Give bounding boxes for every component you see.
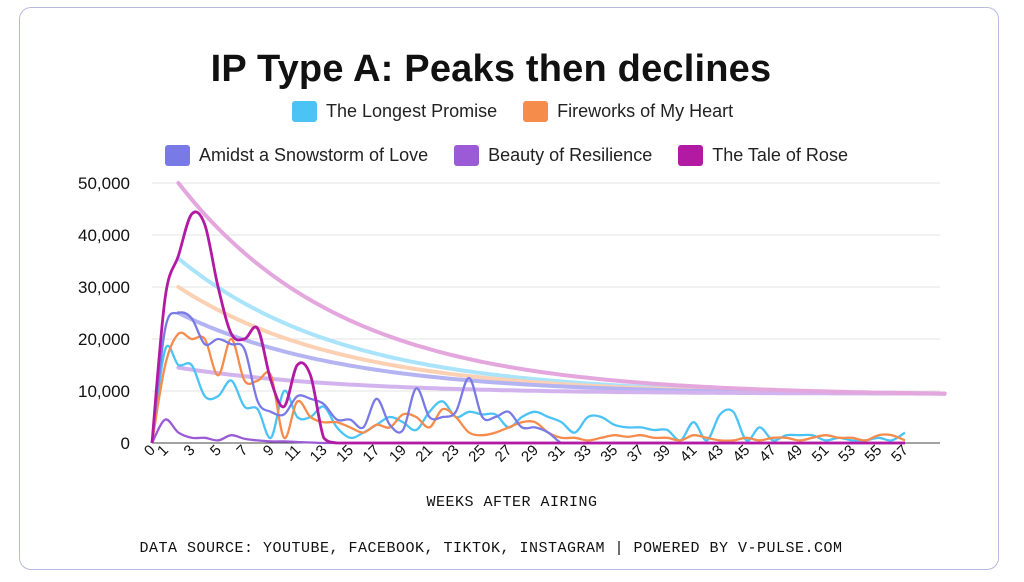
- y-tick-label: 0: [121, 434, 130, 453]
- legend-swatch-snowstorm: [165, 145, 190, 166]
- footer-source: DATA SOURCE: YOUTUBE, FACEBOOK, TIKTOK, …: [139, 540, 843, 557]
- x-tick-label: 27: [492, 442, 516, 466]
- legend-swatch-fireworks: [523, 101, 549, 122]
- legend-label-tale-of-rose: The Tale of Rose: [712, 145, 848, 165]
- x-tick-label: 49: [782, 442, 806, 466]
- y-tick-label: 20,000: [78, 330, 130, 349]
- x-tick-label: 57: [888, 442, 912, 466]
- legend-swatch-resilience: [454, 145, 480, 166]
- legend-label-snowstorm: Amidst a Snowstorm of Love: [199, 145, 429, 165]
- x-tick-label: 53: [835, 442, 859, 466]
- x-tick-label: 21: [412, 442, 436, 466]
- x-axis-title: WEEKS AFTER AIRING: [426, 494, 598, 511]
- series-line-4: [150, 210, 905, 445]
- x-tick-label: 25: [465, 442, 489, 466]
- legend-row-2: Amidst a Snowstorm of Love Beauty of Res…: [165, 145, 874, 166]
- trendline-4: [176, 181, 947, 396]
- legend-label-fireworks: Fireworks of My Heart: [557, 101, 734, 121]
- x-tick-label: 41: [677, 442, 701, 466]
- x-tick-label: 17: [360, 442, 384, 466]
- legend-item-fireworks[interactable]: Fireworks of My Heart: [523, 101, 733, 122]
- x-tick-label: 11: [281, 442, 304, 465]
- y-tick-label: 40,000: [78, 226, 130, 245]
- x-tick-label: 33: [571, 442, 595, 466]
- x-tick-label: 51: [809, 442, 833, 466]
- x-tick-label: 5: [207, 442, 225, 460]
- legend-swatch-longest-promise: [292, 101, 317, 122]
- y-tick-label: 30,000: [78, 278, 130, 297]
- legend-item-resilience[interactable]: Beauty of Resilience: [454, 145, 652, 166]
- x-tick-label: 23: [439, 442, 463, 466]
- x-tick-label: 15: [333, 442, 357, 466]
- y-tick-label: 10,000: [78, 382, 130, 401]
- x-tick-label: 19: [386, 442, 410, 466]
- x-tick-label: 31: [545, 442, 569, 466]
- x-tick-label: 45: [729, 442, 753, 466]
- y-tick-label: 50,000: [78, 174, 130, 193]
- x-tick-label: 39: [650, 442, 674, 466]
- x-tick-label: 3: [181, 442, 199, 460]
- legend-item-tale-of-rose[interactable]: The Tale of Rose: [678, 145, 848, 166]
- legend-item-longest-promise[interactable]: The Longest Promise: [292, 101, 497, 122]
- x-tick-label: 47: [756, 442, 780, 466]
- x-tick-label: 37: [624, 442, 648, 466]
- legend-label-resilience: Beauty of Resilience: [488, 145, 653, 165]
- legend-label-longest-promise: The Longest Promise: [326, 101, 498, 121]
- series-line-0: [150, 344, 906, 444]
- x-tick-label: 9: [260, 442, 278, 460]
- x-tick-label: 7: [233, 442, 251, 460]
- x-tick-label: 29: [518, 442, 542, 466]
- x-tick-label: 1: [154, 442, 172, 460]
- legend-swatch-tale-of-rose: [678, 145, 704, 166]
- chart-title: IP Type A: Peaks then declines: [210, 48, 772, 90]
- trendline-3: [176, 365, 947, 396]
- x-tick-label: 35: [597, 442, 621, 466]
- legend-row-1: The Longest Promise Fireworks of My Hear…: [292, 101, 759, 122]
- x-tick-label: 55: [862, 442, 886, 466]
- x-tick-label: 43: [703, 442, 727, 466]
- x-tick-label: 13: [307, 442, 331, 466]
- legend-item-snowstorm[interactable]: Amidst a Snowstorm of Love: [165, 145, 428, 166]
